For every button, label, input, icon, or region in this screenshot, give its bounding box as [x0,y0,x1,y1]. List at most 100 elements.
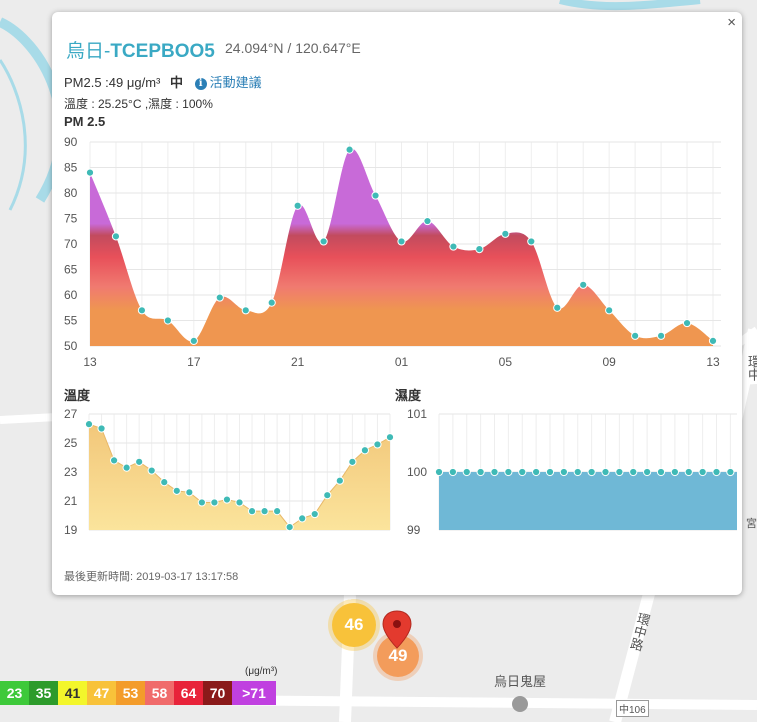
temperature-point [298,514,307,523]
pm25-chart: 50 55 60 65 70 75 80 85 90 13 17 21 01 05 09 13 [64,135,721,369]
humidity-point [532,467,541,477]
humidity-point [726,467,735,477]
humidity-point [490,467,499,477]
y-tick-label: 90 [64,135,78,149]
temperature-point [109,456,119,465]
x-tick-label: 13 [83,355,97,369]
y-tick-label: 65 [64,263,78,277]
humidity-point [601,467,610,477]
aqi-legend: 23 35 41 47 53 58 64 70 >71 [0,681,276,705]
humidity-point [434,467,444,477]
station-info-popup: × 烏日-TCEPBOO5 24.094°N / 120.647°E PM2.5… [52,12,742,595]
humidity-chart: 99 100 101 [407,407,737,537]
pm25-point [397,237,406,246]
legend-item: 58 [145,681,174,705]
pm25-chart-label: PM 2.5 [64,114,106,129]
y-tick-label: 19 [64,523,78,537]
last-updated: 最後更新時間: 2019-03-17 13:17:58 [64,571,239,583]
pm25-point [215,293,224,302]
humidity-point [615,467,624,477]
humidity-point [559,467,568,477]
temperature-point [260,507,269,516]
legend-item: 70 [203,681,232,705]
station-name: 烏日- [66,41,111,62]
station-id: TCEPBOO5 [110,41,215,62]
humidity-point [629,467,638,477]
humidity-point [504,467,513,477]
pm25-point [241,306,250,315]
legend-item: 64 [174,681,203,705]
temp-humidity-reading: 溫度 : 25.25°C ,濕度 : 100% [64,97,213,111]
pm25-reading: PM2.5 :49 μg/m³ [64,75,161,90]
close-icon[interactable]: × [727,14,736,31]
pm25-point [85,168,95,177]
temperature-point [160,478,169,487]
temp-chart-label: 溫度 [64,388,91,403]
pm25-point [553,303,562,312]
pm25-point [656,331,666,340]
humidity-point [476,467,485,477]
map-cluster-marker-a[interactable]: 46 [332,603,376,647]
humidity-point [684,467,693,477]
y-tick-label: 101 [407,407,427,421]
temperature-point [185,488,194,497]
pm25-point [371,191,380,200]
map-label-ring-road-right: 環中 [746,355,757,381]
temperature-point [122,463,131,472]
legend-unit: (μg/m³) [245,666,278,677]
map-label-palace: 宮 [746,518,757,530]
y-tick-label: 75 [64,212,78,226]
pm25-reading-row: PM2.5 :49 μg/m³ 中 i 活動建議 [64,72,262,91]
temperature-point [273,507,282,516]
station-title: 烏日-TCEPBOO5 [66,36,215,63]
pm25-point [527,237,536,246]
humidity-point [462,467,471,477]
temperature-point [285,523,294,532]
humidity-point [587,467,596,477]
pm25-point [163,316,172,325]
info-icon[interactable]: i [194,78,207,90]
temperature-point [147,466,156,475]
location-pin-icon[interactable] [382,610,412,650]
y-tick-label: 99 [407,523,421,537]
y-tick-label: 60 [64,288,78,302]
temperature-point [235,498,244,507]
humidity-point [643,467,652,477]
humidity-area [439,472,737,530]
popup-pointer [340,590,360,600]
pm25-point [708,336,718,345]
legend-item: 53 [116,681,145,705]
station-coordinates: 24.094°N / 120.647°E [225,40,361,56]
temperature-area [89,424,390,530]
temperature-point [385,433,395,442]
temperature-point [210,498,219,507]
pm25-area [90,148,713,346]
pm25-point [267,298,276,307]
y-tick-label: 85 [64,161,78,175]
humidity-point [670,467,679,477]
x-tick-label: 21 [291,355,305,369]
temperature-point [135,457,144,466]
y-tick-label: 70 [64,237,78,251]
y-tick-label: 21 [64,494,78,508]
map-label-road: 中106 [616,700,649,717]
pm25-point [293,201,302,210]
legend-item: 35 [29,681,58,705]
y-tick-label: 100 [407,465,427,479]
pm25-point [423,216,432,226]
pm25-point [501,229,510,238]
humidity-point [698,467,707,477]
pm25-point [605,306,614,315]
temperature-point [348,457,357,466]
humidity-point [545,467,555,477]
temperature-point [373,440,382,449]
legend-item: >71 [232,681,276,705]
temperature-chart: 19 21 23 25 27 [64,407,395,537]
temperature-point [222,495,232,504]
x-tick-label: 17 [187,355,201,369]
temperature-point [335,476,344,485]
map-label-haunted-house: 烏日鬼屋 [494,674,547,689]
activity-advice-link[interactable]: 活動建議 [209,75,262,90]
temperature-point [97,424,106,433]
cluster-a-value: 46 [344,615,364,634]
